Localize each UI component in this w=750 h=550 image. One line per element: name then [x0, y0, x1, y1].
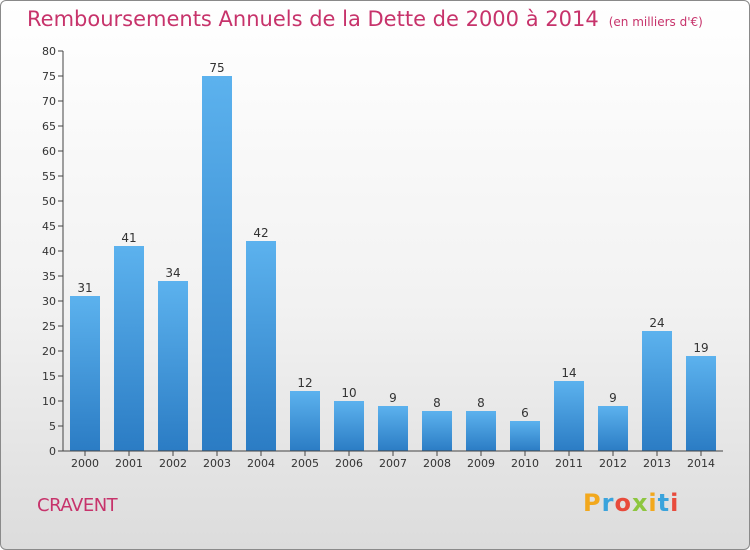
data-label: 8: [433, 396, 441, 410]
y-tick-label: 75: [42, 70, 56, 83]
logo-letter: t: [657, 489, 671, 517]
y-tick-label: 30: [42, 295, 56, 308]
x-tick-label: 2012: [599, 457, 627, 470]
bar-2003[interactable]: [202, 76, 232, 451]
x-tick-label: 2008: [423, 457, 451, 470]
data-label: 12: [297, 376, 312, 390]
logo-letter: i: [670, 489, 680, 517]
y-tick-label: 65: [42, 120, 56, 133]
y-tick-label: 25: [42, 320, 56, 333]
bar-2011[interactable]: [554, 381, 584, 451]
bar-2014[interactable]: [686, 356, 716, 451]
data-label: 8: [477, 396, 485, 410]
data-label: 31: [77, 281, 92, 295]
bar-2007[interactable]: [378, 406, 408, 451]
y-axis: 0 5 10 15 20 25 30 35 40 45 50 55 60 65 70 75 80: [42, 45, 64, 458]
bar-2000[interactable]: [70, 296, 100, 451]
y-tick-label: 70: [42, 95, 56, 108]
y-tick-label: 50: [42, 195, 56, 208]
y-tick-label: 60: [42, 145, 56, 158]
title-unit: (en milliers d'€): [608, 15, 703, 29]
y-tick-label: 20: [42, 345, 56, 358]
x-tick-label: 2003: [203, 457, 231, 470]
x-tick-label: 2014: [687, 457, 715, 470]
x-tick-label: 2002: [159, 457, 187, 470]
bar-2012[interactable]: [598, 406, 628, 451]
proxiti-logo[interactable]: Proxiti: [583, 489, 679, 517]
x-tick-label: 2006: [335, 457, 363, 470]
x-tick-label: 2010: [511, 457, 539, 470]
data-label: 24: [649, 316, 664, 330]
x-tick-label: 2007: [379, 457, 407, 470]
bar-2010[interactable]: [510, 421, 540, 451]
bar-2005[interactable]: [290, 391, 320, 451]
y-tick-label: 35: [42, 270, 56, 283]
bar-2008[interactable]: [422, 411, 452, 451]
x-tick-label: 2011: [555, 457, 583, 470]
data-label: 9: [389, 391, 397, 405]
y-tick-label: 5: [49, 420, 56, 433]
chart-title: Remboursements Annuels de la Dette de 20…: [27, 7, 703, 31]
commune-name: CRAVENT: [37, 495, 118, 516]
data-label: 42: [253, 226, 268, 240]
title-text: Remboursements Annuels de la Dette de 20…: [27, 7, 599, 31]
bar-2004[interactable]: [246, 241, 276, 451]
data-label: 34: [165, 266, 180, 280]
y-tick-label: 80: [42, 45, 56, 58]
data-label: 10: [341, 386, 356, 400]
x-axis: 2000 2001 2002 2003 2004 2005 2006 2007 2008 2009…: [63, 450, 723, 470]
data-label: 41: [121, 231, 136, 245]
x-tick-label: 2004: [247, 457, 275, 470]
data-label: 14: [561, 366, 576, 380]
y-tick-label: 40: [42, 245, 56, 258]
y-tick-label: 0: [49, 445, 56, 458]
x-tick-label: 2005: [291, 457, 319, 470]
bars: 31 41 34 75 42 12 10 9 8 8 6 14 9 24 19: [70, 61, 716, 451]
x-tick-label: 2000: [71, 457, 99, 470]
x-tick-label: 2001: [115, 457, 143, 470]
y-tick-label: 15: [42, 370, 56, 383]
data-label: 75: [209, 61, 224, 75]
bar-2013[interactable]: [642, 331, 672, 451]
data-label: 9: [609, 391, 617, 405]
logo-letter: o: [614, 489, 632, 517]
data-label: 19: [693, 341, 708, 355]
bar-2002[interactable]: [158, 281, 188, 451]
x-tick-label: 2009: [467, 457, 495, 470]
data-label: 6: [521, 406, 529, 420]
y-tick-label: 45: [42, 220, 56, 233]
bar-2001[interactable]: [114, 246, 144, 451]
y-tick-label: 10: [42, 395, 56, 408]
bar-2009[interactable]: [466, 411, 496, 451]
x-tick-label: 2013: [643, 457, 671, 470]
bar-2006[interactable]: [334, 401, 364, 451]
y-tick-label: 55: [42, 170, 56, 183]
logo-letter: P: [583, 489, 602, 517]
logo-letter: x: [631, 489, 649, 517]
logo-letter: r: [601, 489, 615, 517]
logo-letter: i: [648, 489, 658, 517]
